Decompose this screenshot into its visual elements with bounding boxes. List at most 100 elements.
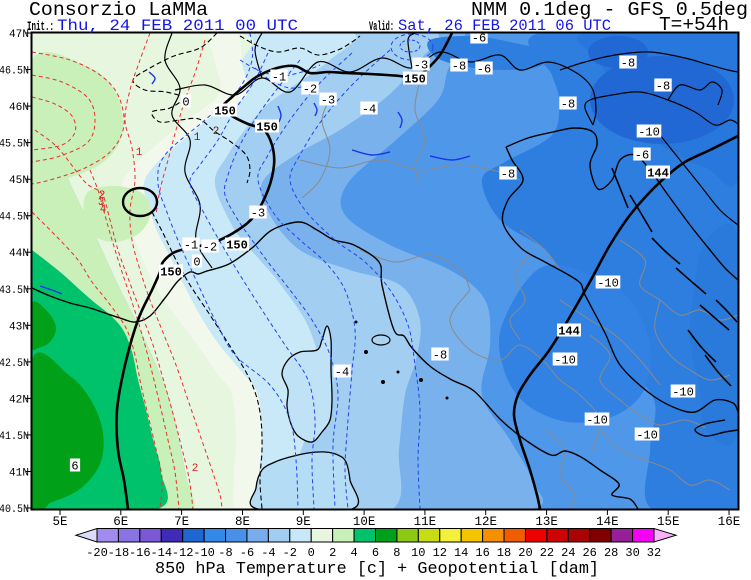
svg-text:44.5N: 44.5N xyxy=(0,212,29,224)
svg-text:0: 0 xyxy=(193,255,200,269)
svg-text:46.5N: 46.5N xyxy=(0,66,29,78)
svg-text:-2: -2 xyxy=(303,82,317,96)
svg-text:12: 12 xyxy=(433,546,447,560)
svg-text:-3: -3 xyxy=(321,93,335,107)
svg-text:-8: -8 xyxy=(561,97,575,111)
svg-text:150: 150 xyxy=(256,120,278,134)
svg-text:22: 22 xyxy=(540,546,554,560)
svg-text:-18: -18 xyxy=(108,546,130,560)
svg-text:-3: -3 xyxy=(414,58,428,72)
svg-text:150: 150 xyxy=(160,265,182,279)
svg-text:40.5N: 40.5N xyxy=(0,504,29,516)
svg-text:-14: -14 xyxy=(150,546,172,560)
svg-text:10E: 10E xyxy=(353,515,376,529)
svg-text:-6: -6 xyxy=(472,31,486,45)
svg-text:-8: -8 xyxy=(452,59,466,73)
svg-text:-8: -8 xyxy=(621,56,635,70)
svg-text:850 hPa Temperature [c] + Geop: 850 hPa Temperature [c] + Geopotential [… xyxy=(155,560,599,579)
svg-text:-2: -2 xyxy=(283,546,297,560)
svg-text:8: 8 xyxy=(393,546,400,560)
svg-text:-2: -2 xyxy=(203,240,217,254)
svg-text:18: 18 xyxy=(497,546,511,560)
svg-text:16E: 16E xyxy=(718,515,741,529)
svg-text:-10: -10 xyxy=(597,276,619,290)
svg-text:-10: -10 xyxy=(672,385,694,399)
svg-text:-10: -10 xyxy=(193,546,215,560)
svg-text:43N: 43N xyxy=(9,321,29,333)
svg-text:-10: -10 xyxy=(554,353,576,367)
svg-text:14E: 14E xyxy=(596,515,619,529)
svg-text:28: 28 xyxy=(604,546,618,560)
svg-text:-1: -1 xyxy=(272,70,286,84)
svg-text:2: 2 xyxy=(99,190,106,202)
svg-text:-12: -12 xyxy=(172,546,194,560)
svg-text:15E: 15E xyxy=(657,515,680,529)
svg-text:45.5N: 45.5N xyxy=(0,139,29,151)
svg-text:16: 16 xyxy=(475,546,489,560)
svg-text:150: 150 xyxy=(404,72,426,86)
svg-text:-4: -4 xyxy=(261,546,275,560)
svg-text:3: 3 xyxy=(98,197,105,209)
svg-text:2: 2 xyxy=(213,126,220,138)
svg-text:20: 20 xyxy=(518,546,532,560)
svg-text:4: 4 xyxy=(100,204,107,216)
svg-text:8E: 8E xyxy=(235,515,250,529)
svg-text:47N: 47N xyxy=(9,29,29,41)
svg-text:42.5N: 42.5N xyxy=(0,358,29,370)
svg-text:6: 6 xyxy=(71,459,78,473)
svg-text:Init.:: Init.: xyxy=(27,20,54,34)
svg-text:-8: -8 xyxy=(218,546,232,560)
svg-text:41N: 41N xyxy=(9,468,29,480)
svg-text:-10: -10 xyxy=(586,413,608,427)
svg-text:-6: -6 xyxy=(240,546,254,560)
svg-text:144: 144 xyxy=(647,166,669,180)
svg-text:Sat, 26 FEB 2011 06 UTC: Sat, 26 FEB 2011 06 UTC xyxy=(398,17,611,35)
svg-text:150: 150 xyxy=(226,238,248,252)
svg-text:26: 26 xyxy=(582,546,596,560)
svg-text:5E: 5E xyxy=(52,515,67,529)
svg-text:2: 2 xyxy=(329,546,336,560)
svg-text:11E: 11E xyxy=(414,515,437,529)
svg-text:0: 0 xyxy=(182,95,189,109)
svg-text:150: 150 xyxy=(214,104,236,118)
svg-text:2: 2 xyxy=(192,463,199,475)
svg-text:NMM 0.1deg - GFS 0.5deg: NMM 0.1deg - GFS 0.5deg xyxy=(471,0,748,21)
svg-text:43.5N: 43.5N xyxy=(0,285,29,297)
svg-text:-16: -16 xyxy=(129,546,151,560)
svg-text:12E: 12E xyxy=(474,515,497,529)
svg-text:1: 1 xyxy=(136,147,143,159)
svg-text:-20: -20 xyxy=(86,546,108,560)
svg-text:-4: -4 xyxy=(335,365,349,379)
svg-text:0: 0 xyxy=(308,546,315,560)
svg-text:1: 1 xyxy=(194,132,201,144)
svg-text:13E: 13E xyxy=(535,515,558,529)
svg-text:Consorzio LaMMa: Consorzio LaMMa xyxy=(29,0,208,21)
svg-text:144: 144 xyxy=(558,324,580,338)
svg-text:45N: 45N xyxy=(9,175,29,187)
svg-text:-8: -8 xyxy=(656,79,670,93)
svg-text:-8: -8 xyxy=(433,348,447,362)
svg-text:44N: 44N xyxy=(9,248,29,260)
svg-text:7E: 7E xyxy=(174,515,189,529)
svg-text:-1: -1 xyxy=(184,238,198,252)
svg-text:-8: -8 xyxy=(501,167,515,181)
svg-text:14: 14 xyxy=(454,546,468,560)
svg-text:-10: -10 xyxy=(636,428,658,442)
svg-text:6E: 6E xyxy=(113,515,128,529)
svg-text:Thu, 24 FEB 2011 00 UTC: Thu, 24 FEB 2011 00 UTC xyxy=(57,17,298,35)
svg-text:6: 6 xyxy=(372,546,379,560)
svg-text:42N: 42N xyxy=(9,394,29,406)
svg-text:10: 10 xyxy=(411,546,425,560)
svg-text:-10: -10 xyxy=(638,125,660,139)
svg-text:30: 30 xyxy=(625,546,639,560)
svg-text:9E: 9E xyxy=(296,515,311,529)
svg-text:-3: -3 xyxy=(251,206,265,220)
svg-text:T=+54h: T=+54h xyxy=(659,14,729,36)
svg-text:4: 4 xyxy=(350,546,357,560)
svg-text:24: 24 xyxy=(561,546,575,560)
svg-text:41.5N: 41.5N xyxy=(0,431,29,443)
svg-text:-4: -4 xyxy=(362,102,376,116)
svg-text:46N: 46N xyxy=(9,102,29,114)
svg-text:-6: -6 xyxy=(635,148,649,162)
svg-text:32: 32 xyxy=(647,546,661,560)
